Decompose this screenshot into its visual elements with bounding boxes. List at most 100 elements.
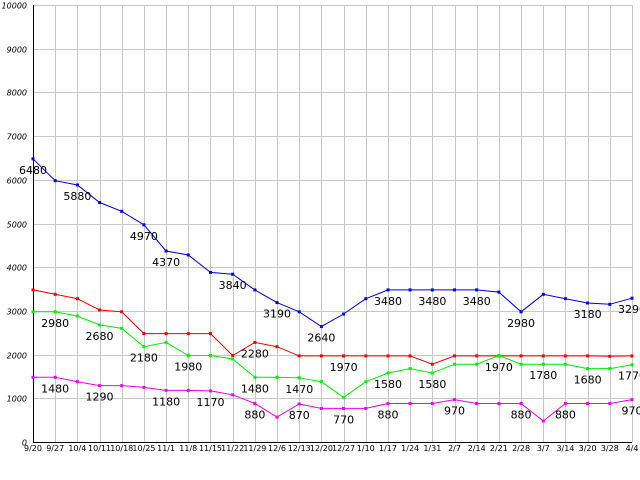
series-2-point: [430, 362, 434, 366]
data-label: 1680: [574, 374, 602, 387]
data-label: 3480: [463, 295, 491, 308]
series-line-4: [33, 376, 633, 422]
x-tick-labels: 9/20 9/27 10/4 10/11 10/18 10/25 11/1 11/8 11/15…: [24, 444, 638, 453]
x-tick-label: 3/14: [556, 444, 574, 453]
series-line-3: [33, 311, 633, 399]
series-3-point: [519, 362, 523, 366]
data-label: 1780: [529, 369, 557, 382]
series-3-point: [142, 345, 146, 349]
y-tick-label: 8000: [7, 89, 27, 98]
x-tick-label: 9/20: [24, 444, 42, 453]
series-2-point: [342, 354, 346, 358]
data-label: 2280: [241, 347, 269, 360]
data-label: 1480: [241, 382, 269, 395]
series-1-point: [53, 179, 57, 183]
series-1-point: [563, 297, 567, 301]
series-3-point: [497, 354, 501, 357]
series-1-point: [342, 312, 346, 316]
series-4-point: [98, 384, 102, 388]
x-tick-label: 11/1: [157, 444, 175, 453]
series-3-point: [209, 354, 212, 357]
series-1-point: [98, 201, 102, 204]
x-tick-label: 10/11: [88, 444, 111, 453]
series-3-point: [253, 375, 257, 379]
series-4-point: [453, 398, 456, 402]
series-3-point: [563, 362, 567, 366]
series-2-point: [408, 354, 412, 358]
series-2-point: [186, 332, 190, 336]
series-2-point: [209, 332, 212, 336]
x-tick-label: 3/20: [579, 444, 597, 453]
series-2-point: [75, 297, 79, 301]
series-2-point: [475, 354, 479, 358]
y-tick-label: 2000: [7, 352, 27, 361]
x-tick-label: 2/21: [490, 444, 508, 453]
x-tick-label: 11/22: [221, 444, 244, 453]
data-label: 1970: [330, 361, 358, 374]
series-4-point: [253, 402, 257, 405]
series-2-point: [630, 354, 634, 358]
data-labels-group: 6480 5880 4970 4370 3840 3190 2640 3480 3480 3480…: [19, 164, 640, 427]
series-4-point: [275, 415, 279, 419]
series-3-point: [475, 362, 479, 366]
series-1-point: [164, 249, 168, 253]
data-label: 2180: [130, 352, 158, 365]
data-label: 3180: [574, 308, 602, 321]
series-3-point: [53, 310, 57, 314]
series-3-point: [275, 375, 279, 379]
series-4-point: [408, 402, 412, 405]
x-tick-label: 12/27: [332, 444, 355, 453]
series-3-point: [453, 362, 456, 366]
series-1-point: [142, 223, 146, 227]
y-tick-label: 4000: [7, 264, 27, 273]
data-label: 2980: [41, 317, 69, 330]
data-label: 770: [333, 413, 354, 426]
series-1-point: [430, 288, 434, 292]
series-1-point: [475, 288, 479, 292]
x-tick-label: 1/17: [379, 444, 397, 453]
series-2-point: [142, 332, 146, 336]
series-2-point: [253, 340, 257, 344]
series-2-point: [98, 308, 102, 312]
series-1-point: [186, 253, 190, 257]
series-1-point: [630, 296, 634, 300]
series-4-point: [53, 375, 57, 379]
series-4-point: [231, 393, 235, 397]
x-tick-label: 12/6: [268, 444, 286, 453]
series-4-point: [164, 388, 168, 392]
series-3-point: [408, 367, 412, 371]
series-2-point: [297, 354, 301, 358]
series-2-point: [275, 345, 279, 349]
series-2-point: [364, 354, 368, 358]
x-tick-label: 3/7: [537, 444, 550, 453]
y-tick-label: 3000: [7, 308, 27, 317]
series-1-point: [408, 288, 412, 292]
series-3-point: [630, 363, 634, 367]
x-tick-label: 4/4: [626, 444, 639, 453]
data-label: 970: [444, 405, 465, 418]
data-label: 6480: [19, 164, 47, 177]
series-1-point: [253, 288, 257, 292]
data-label: 1580: [374, 378, 402, 391]
series-1-point: [497, 290, 501, 294]
axes: [33, 5, 632, 443]
data-label: 1770: [618, 370, 640, 383]
series-4-point: [120, 384, 124, 388]
series-1-point: [519, 310, 523, 314]
series-2-point: [453, 354, 456, 358]
series-3-point: [430, 371, 434, 375]
series-4-point: [31, 375, 35, 379]
data-label: 1470: [285, 383, 313, 396]
x-tick-label: 11/8: [179, 444, 197, 453]
data-label: 3480: [418, 295, 446, 308]
series-group: [31, 157, 634, 423]
data-label: 1290: [86, 391, 114, 404]
series-2-point: [120, 310, 124, 314]
y-tick-label: 7000: [7, 133, 27, 142]
y-tick-label: 10000: [2, 2, 27, 11]
series-3-point: [31, 310, 35, 314]
x-tick-label: 3/28: [601, 444, 619, 453]
data-label: 4370: [152, 256, 180, 269]
